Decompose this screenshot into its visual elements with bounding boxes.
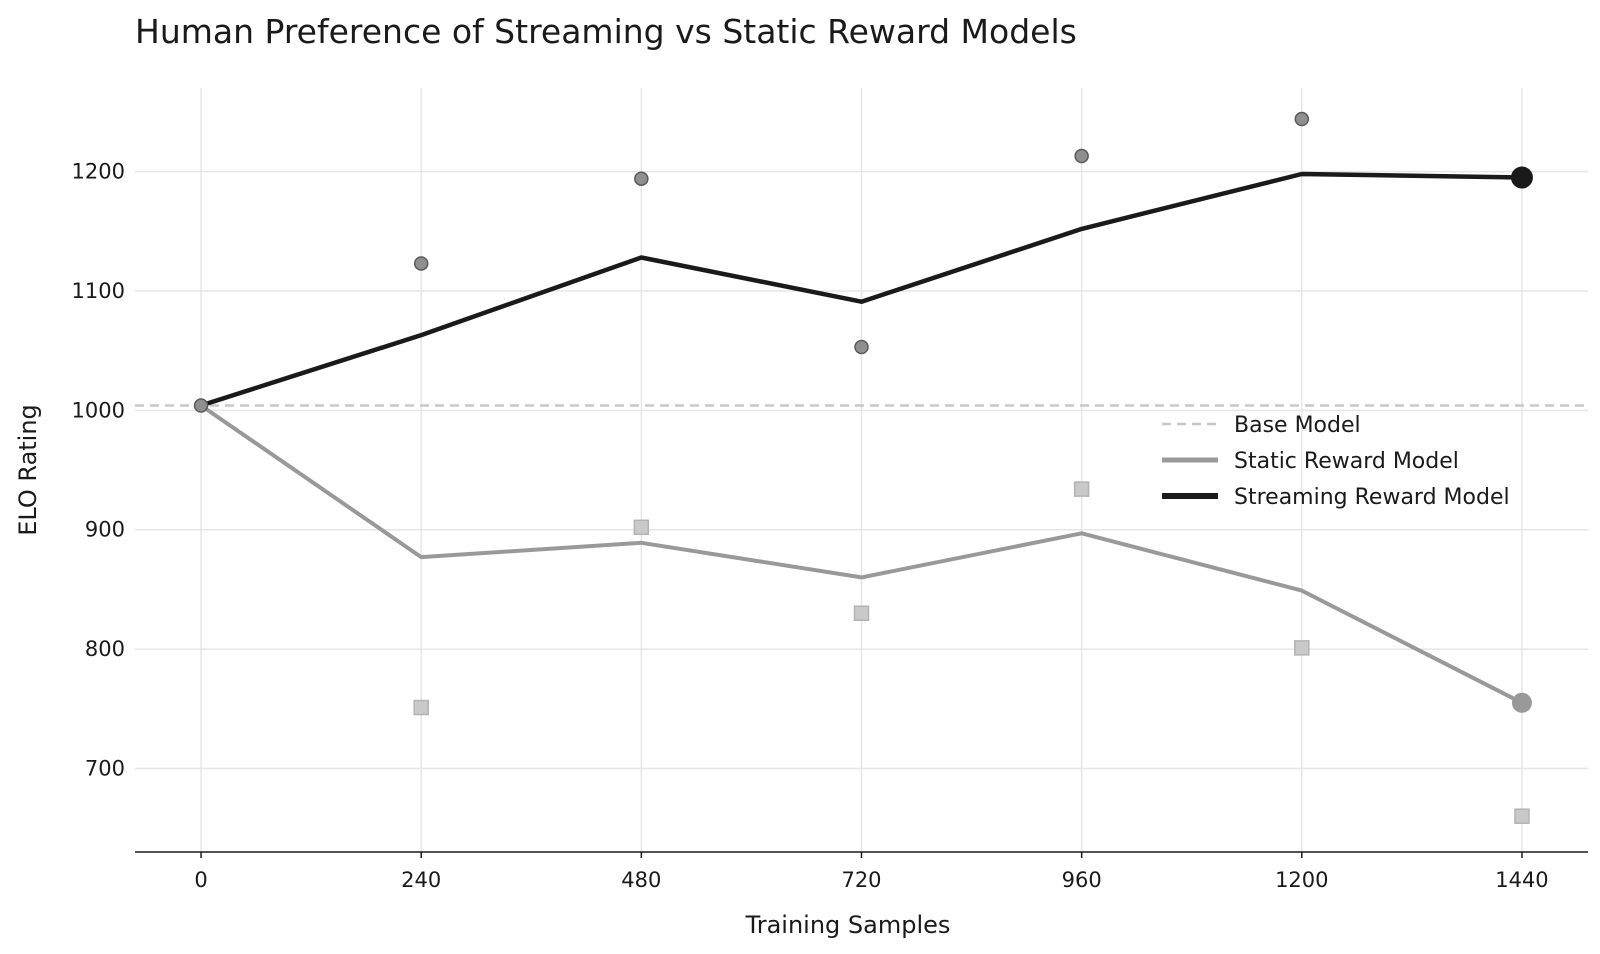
x-tick-label: 960 — [1062, 868, 1102, 892]
x-tick-label: 1440 — [1495, 868, 1548, 892]
y-tick-label: 900 — [85, 518, 125, 542]
grid — [135, 88, 1588, 852]
static-scatter-point — [1073, 481, 1090, 497]
streaming-scatter-point — [854, 339, 869, 355]
legend: Base Model Static Reward Model Streaming R… — [1162, 413, 1510, 510]
series-line-streaming — [200, 171, 1523, 408]
streaming-scatter-point — [1294, 111, 1310, 127]
x-tick-label: 240 — [401, 868, 441, 892]
x-tick-label: 0 — [194, 868, 207, 892]
x-tick-label: 1200 — [1275, 868, 1328, 892]
y-axis-label: ELO Rating — [14, 404, 42, 536]
static-scatter-point — [1294, 640, 1310, 656]
y-tick-label: 1000 — [72, 398, 125, 422]
static-endpoint — [1511, 692, 1532, 713]
legend-label-static-reward-model: Static Reward Model — [1234, 449, 1459, 474]
y-tick-label: 1100 — [72, 279, 125, 303]
x-tick-label: 480 — [621, 868, 661, 892]
streaming-scatter-point — [1074, 148, 1089, 164]
streaming-scatter-point — [193, 398, 209, 413]
static-scatter-point — [853, 605, 870, 621]
x-axis-label: Training Samples — [745, 911, 951, 939]
legend-label-streaming-reward-model: Streaming Reward Model — [1234, 485, 1510, 510]
streaming-scatter-point — [634, 171, 649, 186]
static-scatter-point — [1514, 808, 1530, 824]
series-line-static — [199, 403, 1523, 705]
scatter-points — [193, 111, 1533, 824]
y-tick-label: 700 — [85, 756, 125, 780]
y-tick-label: 800 — [85, 637, 125, 661]
static-scatter-point — [413, 699, 429, 716]
streaming-scatter-point — [413, 256, 429, 271]
streaming-endpoint — [1510, 166, 1533, 189]
legend-label-base-model: Base Model — [1234, 413, 1361, 438]
x-tick-label: 720 — [841, 868, 881, 892]
chart-title: Human Preference of Streaming vs Static … — [135, 12, 1077, 51]
axes: 0 240 480 720 960 1200 1440 700 800 900 1000 1100 12… — [72, 160, 1588, 892]
series-lines — [199, 171, 1523, 705]
static-scatter-point — [633, 519, 650, 536]
y-tick-label: 1200 — [72, 160, 125, 184]
